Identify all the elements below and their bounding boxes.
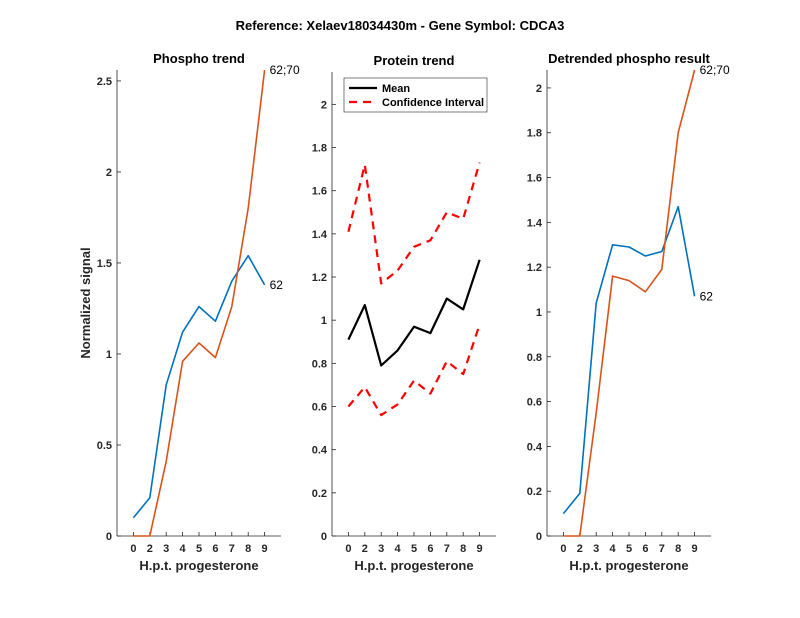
- x-tick-label: 0: [345, 543, 351, 555]
- x-tick-label: 7: [659, 543, 665, 555]
- y-tick-label: 1.2: [312, 272, 327, 284]
- x-tick-label: 8: [675, 543, 681, 555]
- y-tick-label: 1.4: [312, 229, 328, 241]
- x-tick-label: 5: [626, 543, 632, 555]
- figure-title: Reference: Xelaev18034430m - Gene Symbol…: [235, 18, 565, 33]
- panel-title: Phospho trend: [153, 51, 245, 66]
- x-tick-label: 7: [229, 543, 235, 555]
- y-tick-label: 1: [321, 315, 327, 327]
- y-tick-label: 2: [536, 83, 542, 95]
- y-tick-label: 2: [106, 167, 112, 179]
- x-axis-label: H.p.t. progesterone: [354, 558, 473, 573]
- x-tick-label: 6: [642, 543, 648, 555]
- y-tick-label: 1: [536, 307, 542, 319]
- series-line-2: [563, 69, 696, 537]
- series-end-label: 62;70: [270, 63, 300, 77]
- series-end-label: 62: [270, 278, 284, 292]
- y-tick-label: 0: [536, 531, 542, 543]
- x-tick-label: 5: [196, 543, 202, 555]
- y-tick-label: 0.4: [527, 441, 543, 453]
- y-tick-label: 2.5: [97, 76, 112, 88]
- series-end-label: 62;70: [700, 63, 730, 77]
- y-tick-label: 1.2: [527, 262, 542, 274]
- series-line-2: [347, 162, 481, 285]
- x-tick-label: 2: [147, 543, 153, 555]
- x-axis-label: H.p.t. progesterone: [569, 558, 688, 573]
- x-tick-label: 2: [362, 543, 368, 555]
- panel-2: 0 2 3 4 5 6 7 8 900.20.40.60.811.21.41.61.82Prot…: [312, 53, 496, 573]
- series-line-1: [132, 254, 266, 519]
- y-tick-label: 1.5: [97, 258, 112, 270]
- x-tick-label: 8: [245, 543, 251, 555]
- panel-title: Protein trend: [374, 53, 455, 68]
- x-tick-label: 9: [477, 543, 483, 555]
- y-tick-label: 0.6: [312, 402, 327, 414]
- x-tick-label: 4: [610, 543, 617, 555]
- y-tick-label: 2: [321, 99, 327, 111]
- y-tick-label: 0: [321, 531, 327, 543]
- y-tick-label: 0.8: [527, 352, 542, 364]
- panel-3: 0 2 3 4 5 6 7 8 900.20.40.60.811.21.41.61.82Detr…: [527, 51, 730, 573]
- x-tick-label: 9: [262, 543, 268, 555]
- x-tick-label: 8: [460, 543, 466, 555]
- panel-title: Detrended phospho result: [548, 51, 710, 66]
- x-axis-label: H.p.t. progesterone: [139, 558, 258, 573]
- legend-entry: Mean: [382, 83, 410, 95]
- y-tick-label: 0.6: [527, 397, 542, 409]
- x-tick-label: 3: [593, 543, 599, 555]
- x-tick-label: 0: [130, 543, 136, 555]
- y-tick-label: 0.2: [312, 488, 327, 500]
- x-tick-label: 4: [180, 543, 187, 555]
- series-line-3: [347, 324, 481, 417]
- x-tick-label: 9: [692, 543, 698, 555]
- x-tick-label: 6: [427, 543, 433, 555]
- series-line-2: [133, 69, 266, 537]
- x-tick-label: 6: [212, 543, 218, 555]
- y-tick-label: 1.4: [527, 217, 543, 229]
- x-tick-label: 4: [395, 543, 402, 555]
- x-tick-label: 5: [411, 543, 417, 555]
- x-tick-label: 7: [444, 543, 450, 555]
- x-tick-label: 0: [560, 543, 566, 555]
- y-tick-label: 0: [106, 531, 112, 543]
- y-tick-label: 0.8: [312, 358, 327, 370]
- y-tick-label: 1.8: [312, 143, 327, 155]
- series-line-1: [562, 205, 696, 515]
- series-end-label: 62: [700, 289, 714, 303]
- x-tick-label: 2: [577, 543, 583, 555]
- y-tick-label: 1.8: [527, 128, 542, 140]
- y-tick-label: 0.4: [312, 445, 328, 457]
- y-tick-label: 1.6: [527, 173, 542, 185]
- legend-box: [343, 77, 488, 113]
- y-tick-label: 0.5: [97, 440, 112, 452]
- x-tick-label: 3: [163, 543, 169, 555]
- y-axis-label: Normalized signal: [78, 247, 93, 358]
- y-tick-label: 1.6: [312, 186, 327, 198]
- y-tick-label: 1: [106, 349, 112, 361]
- x-tick-label: 3: [378, 543, 384, 555]
- legend-entry: Confidence Interval: [382, 97, 484, 109]
- y-tick-label: 0.2: [527, 486, 542, 498]
- series-line-1: [347, 259, 481, 367]
